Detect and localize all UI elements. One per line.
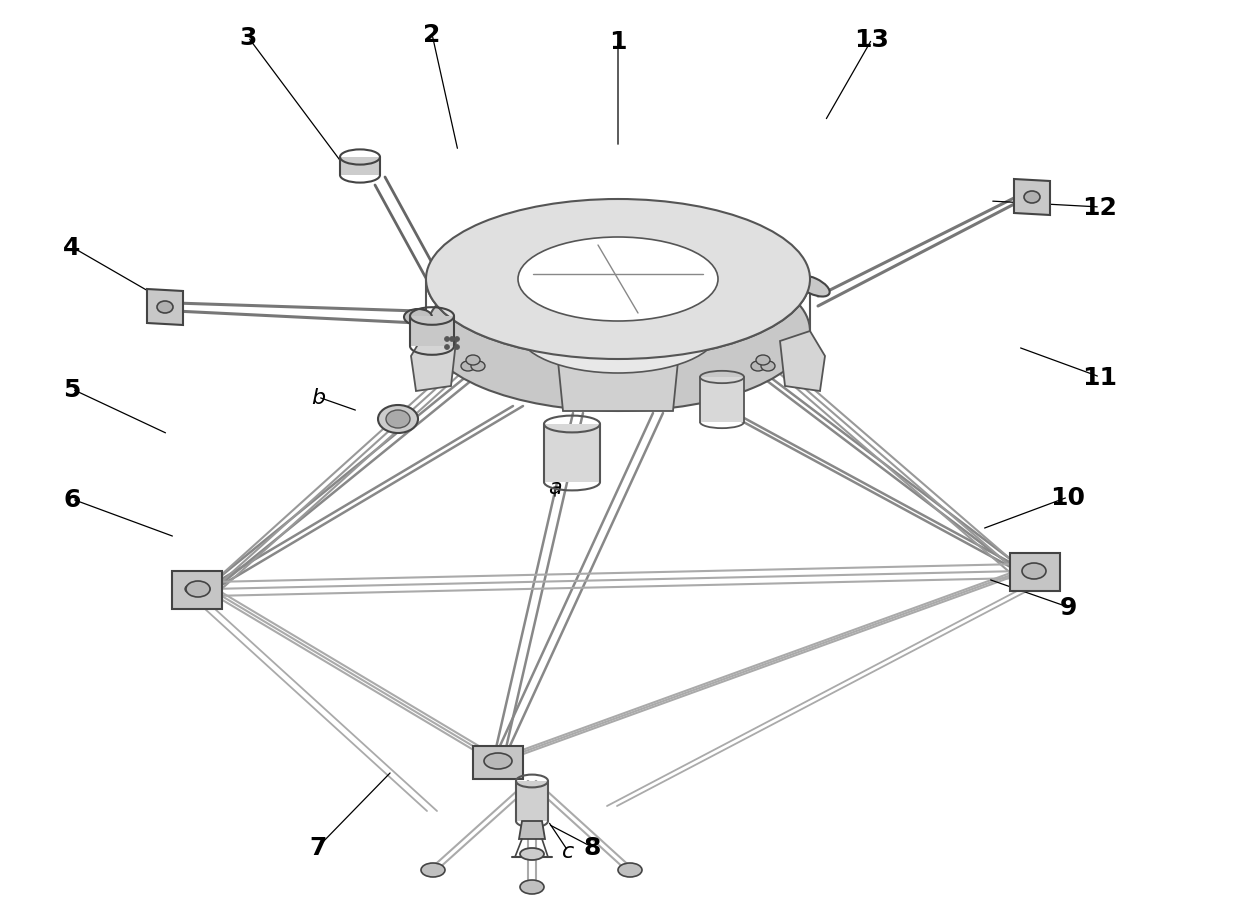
Text: 10: 10 [1050, 486, 1085, 509]
Polygon shape [1011, 553, 1060, 591]
Polygon shape [410, 332, 456, 392]
Ellipse shape [455, 337, 460, 343]
Ellipse shape [444, 337, 450, 343]
Text: 8: 8 [583, 835, 600, 859]
Ellipse shape [200, 586, 210, 593]
Ellipse shape [751, 362, 765, 372]
Ellipse shape [471, 362, 485, 372]
Polygon shape [520, 821, 546, 839]
Ellipse shape [520, 880, 544, 894]
Ellipse shape [520, 848, 544, 860]
Ellipse shape [427, 200, 810, 360]
Polygon shape [148, 290, 184, 325]
Polygon shape [701, 377, 744, 423]
Ellipse shape [618, 863, 642, 877]
Text: 9: 9 [1059, 596, 1076, 619]
Ellipse shape [386, 411, 410, 428]
Ellipse shape [761, 362, 775, 372]
Ellipse shape [404, 310, 432, 325]
Text: b: b [311, 387, 325, 407]
Polygon shape [472, 746, 523, 779]
Ellipse shape [444, 345, 450, 350]
Polygon shape [516, 781, 548, 821]
Text: 6: 6 [63, 487, 81, 511]
Ellipse shape [756, 355, 770, 365]
Text: 7: 7 [309, 835, 326, 859]
Text: 12: 12 [1083, 196, 1117, 220]
Ellipse shape [461, 362, 475, 372]
Polygon shape [410, 317, 454, 346]
Text: 3: 3 [239, 26, 257, 50]
Ellipse shape [455, 345, 460, 350]
Text: c: c [562, 841, 574, 861]
Ellipse shape [1022, 563, 1047, 579]
Text: 2: 2 [423, 23, 440, 47]
Ellipse shape [518, 290, 718, 374]
Polygon shape [172, 571, 222, 609]
Ellipse shape [427, 251, 810, 412]
Text: 5: 5 [63, 377, 81, 402]
Ellipse shape [378, 405, 418, 434]
Ellipse shape [186, 581, 210, 598]
Polygon shape [780, 332, 825, 392]
Ellipse shape [1024, 192, 1040, 204]
Ellipse shape [422, 863, 445, 877]
Polygon shape [544, 425, 600, 483]
Text: 11: 11 [1083, 365, 1117, 390]
Ellipse shape [466, 355, 480, 365]
Ellipse shape [518, 238, 718, 322]
Text: 1: 1 [609, 30, 626, 54]
Polygon shape [340, 158, 379, 176]
Ellipse shape [796, 276, 830, 297]
Polygon shape [558, 362, 678, 412]
Text: 13: 13 [854, 28, 889, 52]
Ellipse shape [484, 753, 512, 769]
Ellipse shape [157, 302, 174, 313]
Polygon shape [1014, 179, 1050, 216]
Text: a: a [548, 477, 562, 497]
Ellipse shape [185, 586, 195, 593]
Ellipse shape [450, 337, 455, 343]
Text: 4: 4 [63, 236, 81, 260]
